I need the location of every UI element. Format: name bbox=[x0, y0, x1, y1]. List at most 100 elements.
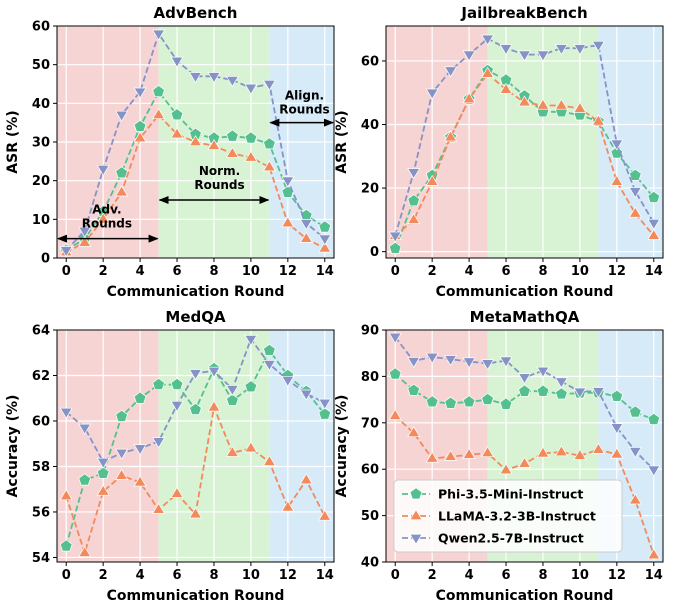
data-point bbox=[499, 44, 513, 56]
data-point bbox=[225, 445, 239, 457]
data-point bbox=[462, 357, 476, 369]
data-point bbox=[318, 509, 332, 521]
x-tick-label: 14 bbox=[645, 568, 663, 583]
chart-title: AdvBench bbox=[154, 4, 238, 22]
x-tick-label: 10 bbox=[242, 568, 260, 583]
data-point bbox=[207, 400, 221, 412]
y-tick-label: 0 bbox=[370, 245, 379, 260]
chart-title: JailbreakBench bbox=[460, 4, 587, 22]
data-point bbox=[188, 72, 203, 84]
data-point bbox=[318, 398, 332, 410]
x-tick-label: 4 bbox=[136, 264, 145, 279]
data-point bbox=[610, 389, 624, 402]
data-point bbox=[133, 391, 147, 404]
y-tick-label: 40 bbox=[361, 556, 379, 571]
data-point bbox=[152, 108, 166, 120]
series-triangle-down bbox=[59, 29, 332, 258]
plot-frame bbox=[56, 329, 335, 563]
legend-entry: LLaMA-3.2-3B-Instruct bbox=[402, 509, 596, 524]
data-point bbox=[262, 360, 276, 371]
data-point bbox=[518, 384, 531, 397]
data-point bbox=[407, 357, 421, 368]
data-point bbox=[591, 114, 605, 126]
data-point bbox=[628, 206, 642, 218]
data-point bbox=[591, 387, 605, 399]
data-point bbox=[207, 139, 221, 150]
x-tick-label: 0 bbox=[391, 264, 400, 279]
data-point bbox=[78, 473, 92, 486]
data-point bbox=[226, 129, 239, 142]
data-point bbox=[407, 168, 421, 180]
legend-label: LLaMA-3.2-3B-Instruct bbox=[438, 509, 596, 524]
legend-label: Phi-3.5-Mini-Instruct bbox=[438, 487, 583, 502]
data-point bbox=[281, 216, 295, 228]
data-point bbox=[152, 377, 165, 390]
data-point bbox=[554, 377, 568, 389]
y-tick-label: 62 bbox=[32, 369, 50, 384]
data-point bbox=[152, 29, 166, 41]
data-point bbox=[262, 455, 276, 466]
data-point bbox=[499, 356, 513, 368]
data-point bbox=[628, 405, 642, 418]
data-point bbox=[96, 484, 110, 496]
x-axis-label: Communication Round bbox=[436, 284, 614, 300]
data-point bbox=[262, 79, 276, 91]
data-point bbox=[225, 146, 239, 158]
data-point bbox=[244, 335, 258, 346]
chart-title: MetaMathQA bbox=[470, 308, 580, 326]
data-point bbox=[281, 500, 295, 512]
x-tick-label: 2 bbox=[99, 264, 108, 279]
data-point bbox=[481, 66, 495, 78]
x-tick-label: 2 bbox=[428, 264, 437, 279]
data-point bbox=[591, 40, 605, 52]
data-point bbox=[425, 352, 439, 364]
data-point bbox=[647, 412, 661, 425]
data-point bbox=[115, 448, 129, 460]
data-point bbox=[425, 88, 439, 100]
data-point bbox=[170, 377, 184, 390]
series-triangle-down bbox=[388, 332, 661, 477]
data-point bbox=[78, 226, 92, 238]
data-point bbox=[647, 190, 661, 203]
data-point bbox=[610, 447, 624, 459]
data-point bbox=[499, 463, 513, 475]
data-point bbox=[299, 473, 313, 485]
plot-frame bbox=[385, 25, 664, 259]
data-point bbox=[388, 231, 402, 243]
y-tick-label: 20 bbox=[32, 174, 50, 189]
data-point bbox=[318, 241, 332, 253]
data-point bbox=[554, 445, 568, 457]
data-point bbox=[647, 228, 661, 240]
data-point bbox=[281, 176, 295, 188]
data-point bbox=[170, 56, 184, 68]
y-tick-label: 50 bbox=[361, 509, 379, 524]
y-tick-label: 40 bbox=[361, 118, 379, 133]
x-tick-label: 2 bbox=[428, 568, 437, 583]
data-point bbox=[170, 486, 184, 498]
x-tick-label: 8 bbox=[209, 568, 218, 583]
annotation-text: Rounds bbox=[82, 217, 132, 231]
data-point bbox=[481, 34, 495, 46]
y-tick-label: 20 bbox=[361, 182, 379, 197]
data-point bbox=[388, 332, 402, 344]
series-triangle-down bbox=[59, 335, 332, 469]
legend-marker bbox=[409, 509, 423, 521]
legend-box bbox=[393, 479, 623, 553]
annotation-text: Rounds bbox=[194, 178, 244, 192]
data-point bbox=[573, 44, 587, 56]
data-point bbox=[647, 548, 661, 560]
data-point bbox=[517, 95, 532, 107]
legend-label: Qwen2.5-7B-Instruct bbox=[438, 531, 584, 546]
data-point bbox=[647, 465, 661, 477]
series-triangle-up bbox=[59, 400, 332, 557]
data-point bbox=[481, 392, 494, 405]
data-point bbox=[59, 489, 73, 501]
data-point bbox=[59, 407, 73, 419]
data-point bbox=[388, 241, 402, 254]
data-point bbox=[444, 449, 458, 461]
data-point bbox=[517, 456, 532, 468]
data-point bbox=[462, 395, 476, 408]
x-tick-label: 12 bbox=[279, 264, 297, 279]
data-point bbox=[425, 174, 439, 186]
chart-panel-2: 0 2 4 6 8 10 12 14 54 56 58 60 62 64 MedQA Communicatio… bbox=[5, 308, 335, 604]
